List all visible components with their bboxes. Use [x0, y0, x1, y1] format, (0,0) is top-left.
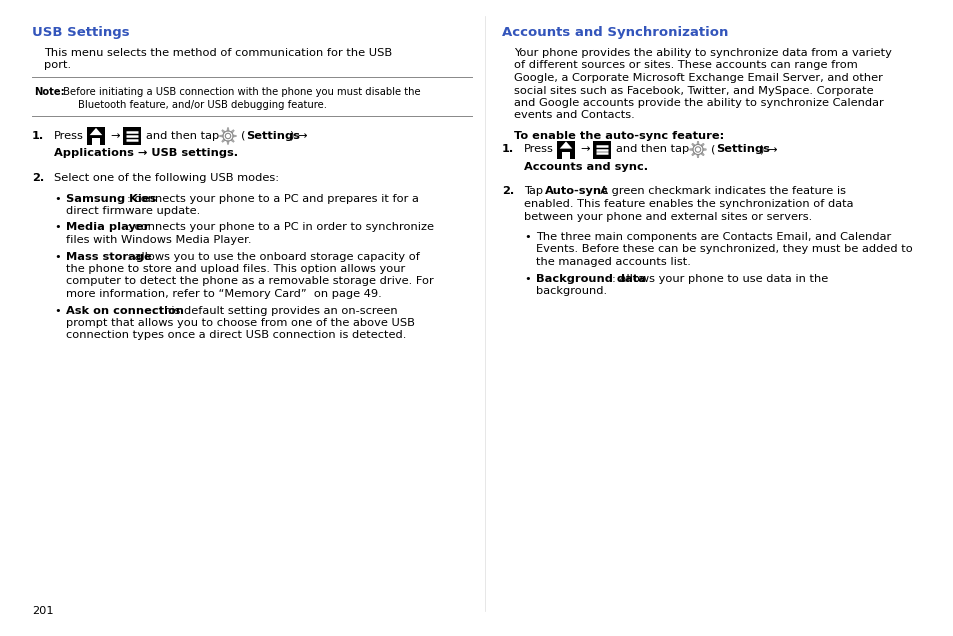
Polygon shape	[221, 139, 225, 142]
Text: : allows your phone to use data in the: : allows your phone to use data in the	[611, 273, 827, 284]
Text: the phone to store and upload files. This option allows your: the phone to store and upload files. Thi…	[66, 264, 405, 274]
Text: This menu selects the method of communication for the USB: This menu selects the method of communic…	[44, 48, 392, 58]
Polygon shape	[702, 148, 705, 151]
Text: Select one of the following USB modes:: Select one of the following USB modes:	[54, 173, 279, 183]
Text: Bluetooth feature, and/or USB debugging feature.: Bluetooth feature, and/or USB debugging …	[78, 99, 327, 109]
Text: 1.: 1.	[32, 131, 44, 141]
Text: and Google accounts provide the ability to synchronize Calendar: and Google accounts provide the ability …	[514, 98, 882, 108]
Text: Auto-sync: Auto-sync	[544, 186, 608, 197]
Text: Background data: Background data	[536, 273, 645, 284]
Text: Tap: Tap	[523, 186, 546, 197]
Text: Applications → USB settings.: Applications → USB settings.	[54, 148, 238, 158]
Text: prompt that allows you to choose from one of the above USB: prompt that allows you to choose from on…	[66, 318, 415, 328]
Text: 2.: 2.	[32, 173, 44, 183]
Polygon shape	[691, 152, 695, 156]
Text: more information, refer to “Memory Card”  on page 49.: more information, refer to “Memory Card”…	[66, 289, 381, 299]
Text: USB Settings: USB Settings	[32, 26, 130, 39]
Text: (: (	[710, 144, 715, 155]
FancyBboxPatch shape	[561, 151, 569, 158]
Polygon shape	[227, 128, 229, 131]
Text: Before initiating a USB connection with the phone you must disable the: Before initiating a USB connection with …	[60, 87, 420, 97]
Text: •: •	[54, 193, 61, 204]
Polygon shape	[221, 130, 225, 134]
Polygon shape	[697, 155, 699, 158]
Text: Settings: Settings	[246, 131, 299, 141]
Text: enabled. This feature enables the synchronization of data: enabled. This feature enables the synchr…	[523, 199, 853, 209]
Text: . A green checkmark indicates the feature is: . A green checkmark indicates the featur…	[593, 186, 845, 197]
FancyBboxPatch shape	[593, 141, 610, 158]
FancyBboxPatch shape	[123, 127, 141, 145]
Polygon shape	[559, 141, 572, 149]
Text: Ask on connection: Ask on connection	[66, 305, 184, 315]
Text: Accounts and Synchronization: Accounts and Synchronization	[501, 26, 727, 39]
Text: Media player: Media player	[66, 223, 150, 233]
Polygon shape	[231, 130, 234, 134]
Text: →: →	[110, 131, 119, 141]
Text: files with Windows Media Player.: files with Windows Media Player.	[66, 235, 252, 245]
Text: events and Contacts.: events and Contacts.	[514, 111, 634, 120]
Text: Press: Press	[523, 144, 554, 155]
Text: and then tap: and then tap	[616, 144, 688, 155]
Text: Google, a Corporate Microsoft Exchange Email Server, and other: Google, a Corporate Microsoft Exchange E…	[514, 73, 882, 83]
Polygon shape	[700, 152, 703, 156]
Text: and then tap: and then tap	[146, 131, 219, 141]
Text: ) →: ) →	[290, 131, 307, 141]
Text: •: •	[523, 232, 530, 242]
Polygon shape	[231, 139, 234, 142]
Text: Accounts and sync.: Accounts and sync.	[523, 162, 647, 172]
Text: 2.: 2.	[501, 186, 514, 197]
Circle shape	[695, 147, 700, 152]
Polygon shape	[700, 143, 703, 147]
Circle shape	[225, 134, 231, 139]
Polygon shape	[691, 143, 695, 147]
Polygon shape	[697, 141, 699, 144]
FancyBboxPatch shape	[557, 141, 575, 158]
Text: : allows you to use the onboard storage capacity of: : allows you to use the onboard storage …	[127, 251, 419, 261]
Text: 201: 201	[32, 606, 53, 616]
Polygon shape	[219, 135, 223, 137]
Text: port.: port.	[44, 60, 71, 71]
Text: (: (	[241, 131, 245, 141]
FancyBboxPatch shape	[87, 127, 105, 145]
Text: Samsung Kies: Samsung Kies	[66, 193, 156, 204]
Text: of different sources or sites. These accounts can range from: of different sources or sites. These acc…	[514, 60, 857, 71]
Text: Note:: Note:	[34, 87, 65, 97]
Text: •: •	[54, 305, 61, 315]
Polygon shape	[689, 148, 693, 151]
Text: : connects your phone to a PC and prepares it for a: : connects your phone to a PC and prepar…	[127, 193, 418, 204]
Text: social sites such as Facebook, Twitter, and MySpace. Corporate: social sites such as Facebook, Twitter, …	[514, 85, 873, 95]
Text: To enable the auto-sync feature:: To enable the auto-sync feature:	[514, 131, 723, 141]
Text: : this default setting provides an on-screen: : this default setting provides an on-sc…	[152, 305, 397, 315]
Text: •: •	[54, 251, 61, 261]
Text: The three main components are Contacts Email, and Calendar: The three main components are Contacts E…	[536, 232, 890, 242]
Text: between your phone and external sites or servers.: between your phone and external sites or…	[523, 212, 811, 221]
Text: background.: background.	[536, 286, 606, 296]
Text: Events. Before these can be synchronized, they must be added to: Events. Before these can be synchronized…	[536, 244, 912, 254]
Text: Your phone provides the ability to synchronize data from a variety: Your phone provides the ability to synch…	[514, 48, 891, 58]
Text: : connects your phone to a PC in order to synchronize: : connects your phone to a PC in order t…	[127, 223, 434, 233]
Text: →: →	[579, 144, 589, 155]
Text: 1.: 1.	[501, 144, 514, 155]
Text: Mass storage: Mass storage	[66, 251, 152, 261]
Polygon shape	[227, 141, 229, 144]
Text: ) →: ) →	[760, 144, 777, 155]
Text: Press: Press	[54, 131, 84, 141]
Text: connection types once a direct USB connection is detected.: connection types once a direct USB conne…	[66, 331, 406, 340]
Text: computer to detect the phone as a removable storage drive. For: computer to detect the phone as a remova…	[66, 277, 434, 286]
Polygon shape	[233, 135, 236, 137]
Text: •: •	[523, 273, 530, 284]
Polygon shape	[90, 128, 102, 135]
Text: the managed accounts list.: the managed accounts list.	[536, 257, 690, 267]
Text: direct firmware update.: direct firmware update.	[66, 206, 200, 216]
Text: Settings: Settings	[716, 144, 769, 155]
Text: •: •	[54, 223, 61, 233]
FancyBboxPatch shape	[91, 138, 100, 145]
